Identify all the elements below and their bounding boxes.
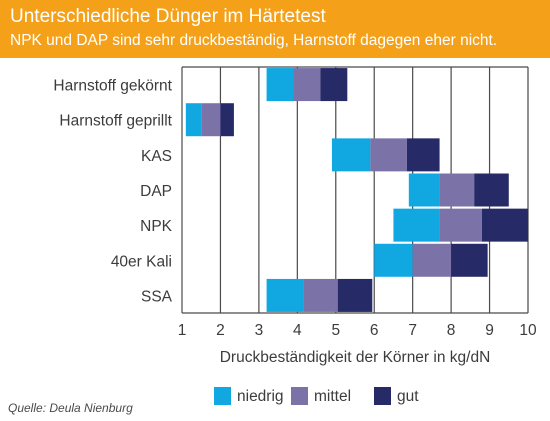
legend-label-mittel: mittel	[314, 388, 351, 405]
x-tick-label: 7	[408, 322, 417, 339]
bar-gut-1	[320, 68, 348, 102]
category-label: Harnstoff geprillt	[59, 113, 172, 130]
x-tick-label: 9	[485, 322, 494, 339]
legend-swatch-gut	[374, 387, 391, 405]
x-tick-label: 8	[447, 322, 456, 339]
bar-niedrig-7	[266, 278, 304, 312]
chart-subtitle: NPK und DAP sind sehr druckbeständig, Ha…	[10, 32, 498, 49]
x-tick-label: 5	[331, 322, 340, 339]
bar-gut-6	[451, 243, 488, 277]
bar-niedrig-1	[266, 68, 294, 102]
bar-gut-3	[406, 138, 440, 172]
category-label: KAS	[141, 148, 172, 165]
bar-mittel-4	[439, 173, 475, 207]
x-axis-label: Druckbeständigkeit der Körner in kg/dN	[220, 349, 491, 366]
x-tick-label: 2	[216, 322, 225, 339]
category-label: NPK	[140, 218, 173, 235]
category-label: DAP	[140, 183, 172, 200]
bar-mittel-2	[201, 103, 221, 137]
chart-title: Unterschiedliche Dünger im Härtetest	[10, 6, 326, 27]
bar-mittel-5	[439, 208, 482, 242]
bar-niedrig-5	[393, 208, 440, 242]
category-label: Harnstoff gekörnt	[53, 78, 172, 95]
legend-swatch-niedrig	[214, 387, 231, 405]
bar-niedrig-3	[331, 138, 371, 172]
bar-niedrig-2	[185, 103, 202, 137]
bar-mittel-7	[303, 278, 338, 312]
category-label: SSA	[141, 288, 173, 305]
x-tick-label: 10	[519, 322, 537, 339]
legend-swatch-mittel	[291, 387, 308, 405]
chart-legend: niedrig mittel gut	[214, 387, 419, 405]
bar-gut-5	[481, 208, 528, 242]
x-tick-label: 4	[293, 322, 302, 339]
bar-mittel-1	[293, 68, 321, 102]
legend-label-gut: gut	[397, 388, 419, 405]
x-tick-label: 1	[178, 322, 187, 339]
bar-niedrig-4	[408, 173, 440, 207]
bar-gut-7	[337, 278, 373, 312]
source-note: Quelle: Deula Nienburg	[8, 401, 133, 415]
category-label: 40er Kali	[111, 253, 172, 270]
bar-gut-2	[220, 103, 234, 137]
header-banner: Unterschiedliche Dünger im Härtetest NPK…	[0, 0, 550, 58]
chart-bars	[185, 68, 528, 312]
bar-mittel-3	[370, 138, 407, 172]
x-tick-label: 6	[370, 322, 379, 339]
bar-mittel-6	[412, 243, 452, 277]
legend-label-niedrig: niedrig	[237, 388, 284, 405]
bar-gut-4	[474, 173, 509, 207]
category-labels: Harnstoff gekörnt Harnstoff geprillt KAS DA…	[53, 78, 172, 306]
bar-niedrig-6	[374, 243, 413, 277]
x-tick-labels: 1 2 3 4 5 6 7 8 9 10	[178, 322, 537, 339]
x-tick-label: 3	[255, 322, 264, 339]
